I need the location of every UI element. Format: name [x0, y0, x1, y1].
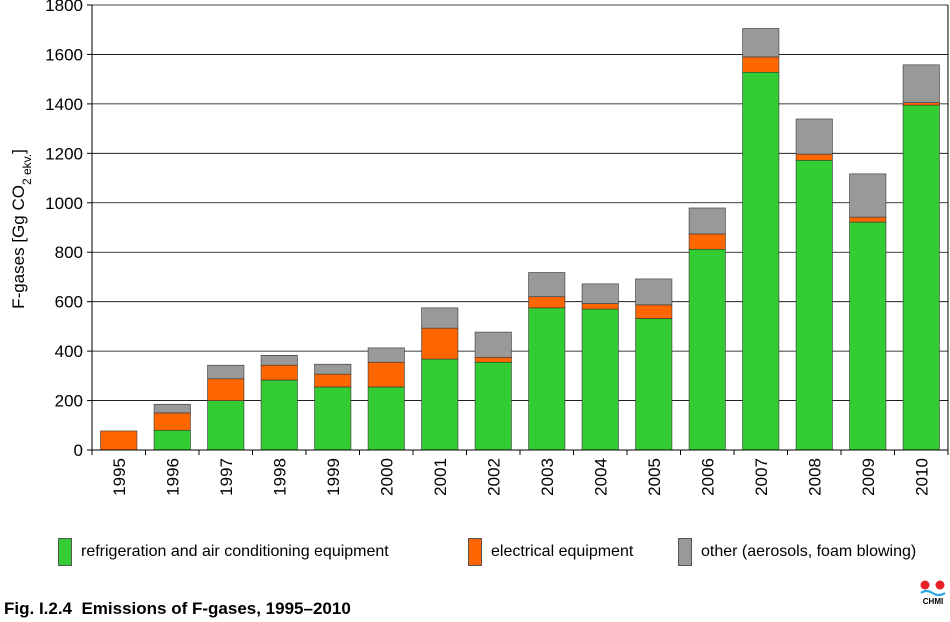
bar-1998-series-1	[260, 364, 298, 381]
bar-1996-series-0	[153, 429, 191, 451]
bar-1996-series-1	[153, 412, 191, 431]
legend-swatch-refrigeration	[58, 538, 72, 566]
y-tick-label: 600	[55, 293, 83, 312]
x-tick-label: 1998	[270, 458, 289, 496]
bar-2001-series-0	[421, 358, 459, 451]
bar-2010-series-2	[902, 64, 940, 103]
y-tick-label: 800	[55, 243, 83, 262]
chmi-logo: CHMI	[916, 578, 950, 608]
legend-item-other: other (aerosols, foam blowing)	[678, 538, 916, 566]
bar-2000-series-1	[367, 361, 405, 388]
bar-2002-series-0	[474, 361, 512, 451]
chmi-logo-text: CHMI	[922, 597, 944, 606]
y-tick-label: 1800	[45, 0, 83, 15]
bar-2002-series-2	[474, 331, 512, 358]
bar-2006-series-2	[688, 207, 726, 235]
grid-lines	[92, 4, 948, 401]
y-tick-label: 1400	[45, 95, 83, 114]
bar-2003-series-1	[528, 296, 566, 309]
bar-2007-series-1	[742, 56, 780, 73]
bar-2000-series-2	[367, 347, 405, 363]
bar-2001-series-1	[421, 327, 459, 360]
bar-1998-series-2	[260, 355, 298, 366]
bar-1999-series-0	[314, 386, 352, 451]
figure-caption: Fig. I.2.4 Emissions of F-gases, 1995–20…	[4, 599, 351, 618]
y-tick-label: 400	[55, 342, 83, 361]
x-tick-label: 2008	[805, 458, 824, 496]
x-tick-label: 2000	[377, 458, 396, 496]
legend-item-refrigeration: refrigeration and air conditioning equip…	[58, 538, 389, 566]
x-tick-label: 2003	[538, 458, 557, 496]
bar-1997-series-1	[207, 378, 245, 401]
x-tick-label: 1996	[163, 458, 182, 496]
y-tick-label: 1000	[45, 194, 83, 213]
bar-1999-series-1	[314, 373, 352, 388]
bar-1998-series-0	[260, 379, 298, 451]
legend-label-refrigeration: refrigeration and air conditioning equip…	[81, 543, 389, 560]
legend-item-electrical: electrical equipment	[468, 538, 633, 566]
bar-2006-series-0	[688, 248, 726, 451]
bar-2008-series-1	[795, 153, 833, 161]
bar-2003-series-0	[528, 307, 566, 451]
x-tick-label: 2009	[859, 458, 878, 496]
bar-1996-series-2	[153, 403, 191, 414]
legend-label-other: other (aerosols, foam blowing)	[701, 543, 917, 560]
bar-2008-series-0	[795, 159, 833, 451]
x-tick-label: 1997	[217, 458, 236, 496]
y-axis-label: F-gases [Gg CO2 ekv.]	[9, 149, 34, 309]
x-tick-label: 2010	[912, 458, 931, 496]
legend-swatch-other	[678, 538, 692, 566]
bar-2007-series-0	[742, 71, 780, 451]
y-tick-label: 1600	[45, 45, 83, 64]
y-tick-labels: 0 200 400 600 800 1000 1200 1400 1600 1800	[45, 0, 92, 460]
bar-2004-series-2	[581, 283, 619, 304]
x-tick-label: 1995	[110, 458, 129, 496]
bar-2004-series-0	[581, 308, 619, 451]
x-tick-labels: 1995 1996 1997 1998 1999 2000 2001 2002 2003 2004…	[91, 450, 949, 496]
bar-2005-series-0	[635, 318, 673, 451]
bar-2005-series-1	[635, 304, 673, 319]
bar-2008-series-2	[795, 118, 833, 155]
bar-1997-series-0	[207, 400, 245, 451]
y-tick-label: 0	[74, 441, 83, 460]
bar-2003-series-2	[528, 272, 566, 298]
bar-1997-series-2	[207, 364, 245, 380]
bar-2004-series-1	[581, 303, 619, 310]
legend-swatch-electrical	[468, 538, 482, 566]
bar-1995-series-1	[100, 430, 138, 451]
bar-2007-series-2	[742, 28, 780, 58]
x-tick-label: 2002	[484, 458, 503, 496]
legend: refrigeration and air conditioning equip…	[58, 538, 950, 568]
y-tick-label: 200	[55, 392, 83, 411]
bar-1999-series-2	[314, 363, 352, 375]
bar-2009-series-1	[849, 216, 887, 223]
legend-label-electrical: electrical equipment	[491, 543, 634, 560]
bar-2009-series-0	[849, 221, 887, 451]
bar-2010-series-1	[902, 102, 940, 106]
x-tick-label: 2007	[752, 458, 771, 496]
chmi-logo-mark	[920, 580, 946, 597]
bar-2000-series-0	[367, 386, 405, 451]
x-tick-label: 2006	[698, 458, 717, 496]
bar-2006-series-1	[688, 233, 726, 250]
bar-2009-series-2	[849, 173, 887, 218]
bar-2001-series-2	[421, 307, 459, 329]
bar-2005-series-2	[635, 278, 673, 306]
bar-2002-series-1	[474, 356, 512, 363]
x-tick-label: 2001	[431, 458, 450, 496]
y-tick-label: 1200	[45, 144, 83, 163]
x-tick-label: 2005	[645, 458, 664, 496]
bar-2010-series-0	[902, 104, 940, 451]
bars	[100, 28, 940, 451]
x-tick-label: 2004	[591, 458, 610, 496]
x-tick-label: 1999	[324, 458, 343, 496]
